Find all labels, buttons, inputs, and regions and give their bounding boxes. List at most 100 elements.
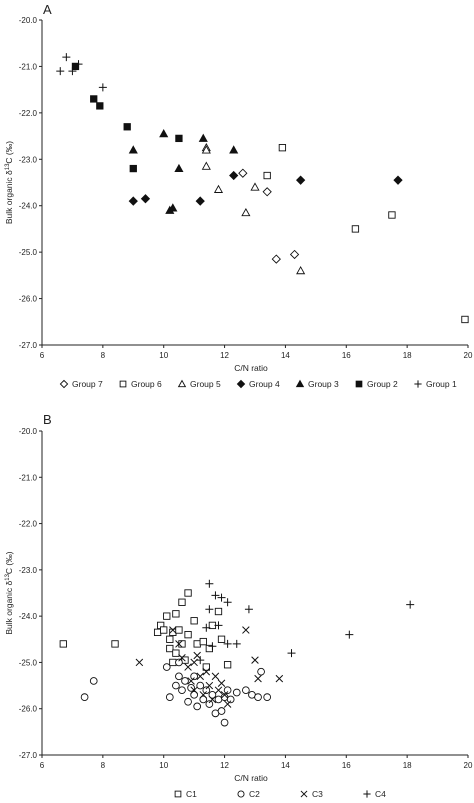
data-point bbox=[195, 196, 205, 206]
data-point bbox=[214, 607, 223, 616]
legend-item: Group 6 bbox=[119, 379, 162, 389]
data-point bbox=[190, 617, 198, 625]
data-point bbox=[242, 626, 250, 634]
legend-label: C3 bbox=[312, 789, 323, 799]
legend-label: Group 1 bbox=[426, 379, 457, 389]
data-point bbox=[184, 589, 192, 597]
y-tick-label: -26.0 bbox=[19, 705, 38, 714]
data-point bbox=[178, 654, 186, 662]
legend: Group 7 Group 6 Group 5 Group 4 Group 3 Group… bbox=[59, 379, 457, 389]
data-point bbox=[71, 62, 80, 71]
x-tick-label: 20 bbox=[464, 761, 473, 770]
legend-label: C2 bbox=[249, 789, 260, 799]
x-tick-label: 20 bbox=[464, 351, 473, 360]
data-point bbox=[262, 187, 272, 197]
data-point bbox=[175, 658, 183, 667]
x-tick-label: 14 bbox=[281, 761, 290, 770]
data-point bbox=[289, 249, 300, 260]
data-point bbox=[166, 644, 174, 653]
legend-label: C1 bbox=[186, 789, 197, 799]
data-point bbox=[184, 631, 192, 639]
x-tick-label: 18 bbox=[403, 351, 412, 360]
data-point bbox=[220, 691, 229, 699]
data-point bbox=[178, 640, 186, 648]
data-point bbox=[205, 700, 214, 708]
data-point bbox=[271, 254, 281, 264]
data-point bbox=[393, 175, 403, 185]
data-point bbox=[193, 640, 201, 648]
data-point bbox=[172, 610, 180, 618]
data-point bbox=[175, 640, 183, 648]
data-point bbox=[62, 53, 71, 62]
data-point bbox=[80, 693, 89, 701]
legend-item: C2 bbox=[237, 789, 260, 799]
x-tick-label: 8 bbox=[101, 761, 106, 770]
data-point bbox=[89, 677, 98, 685]
legend-item: Group 1 bbox=[414, 379, 457, 389]
data-point bbox=[169, 626, 177, 634]
data-point bbox=[202, 623, 211, 632]
data-point bbox=[196, 672, 204, 681]
data-point bbox=[226, 695, 235, 704]
data-point bbox=[59, 640, 67, 648]
legend-marker bbox=[237, 790, 245, 798]
series-group-5 bbox=[201, 142, 306, 275]
data-point bbox=[217, 635, 226, 643]
data-point bbox=[205, 579, 214, 588]
panel-a: A 6 8 10 12 14 16 18 20 -20.0 -21.0 -22.0 -23.0 -24.0… bbox=[4, 2, 473, 389]
data-point bbox=[165, 693, 174, 701]
legend-item: Group 7 bbox=[59, 379, 103, 389]
y-tick-label: -21.0 bbox=[19, 62, 38, 71]
legend-marker bbox=[177, 379, 187, 388]
data-point bbox=[199, 637, 207, 646]
y-tick-label: -27.0 bbox=[19, 341, 38, 350]
panel-letter: B bbox=[43, 412, 52, 427]
data-point bbox=[211, 672, 220, 681]
data-point bbox=[196, 681, 205, 690]
data-point bbox=[172, 649, 180, 657]
data-point bbox=[160, 626, 168, 634]
data-point bbox=[345, 630, 354, 639]
data-point bbox=[178, 598, 186, 606]
data-point bbox=[140, 194, 151, 204]
data-point bbox=[254, 674, 262, 683]
legend-marker bbox=[236, 379, 246, 389]
data-point bbox=[232, 639, 241, 648]
legend-marker bbox=[59, 379, 69, 389]
legend-label: Group 3 bbox=[308, 379, 339, 389]
y-tick-label: -23.0 bbox=[19, 155, 38, 164]
legend-item: Group 5 bbox=[177, 379, 221, 389]
data-point bbox=[205, 681, 214, 690]
data-point bbox=[208, 695, 217, 704]
legend-marker bbox=[300, 790, 308, 798]
data-point bbox=[406, 600, 415, 609]
series-c3 bbox=[135, 626, 284, 708]
y-tick-label: -24.0 bbox=[19, 612, 38, 621]
data-point bbox=[196, 656, 205, 665]
data-point bbox=[181, 677, 189, 685]
data-point bbox=[163, 612, 171, 620]
y-tick-label: -20.0 bbox=[19, 16, 38, 25]
data-point bbox=[175, 626, 183, 634]
data-point bbox=[187, 684, 195, 692]
legend-item: Group 2 bbox=[355, 379, 398, 389]
data-point bbox=[217, 593, 226, 602]
data-point bbox=[201, 161, 211, 170]
data-point bbox=[351, 225, 360, 233]
data-point bbox=[388, 211, 396, 219]
legend-item: Group 3 bbox=[295, 379, 339, 389]
data-point bbox=[223, 598, 232, 607]
data-point bbox=[184, 663, 192, 671]
data-point bbox=[159, 129, 169, 138]
y-axis-title-main: Bulk organic δ bbox=[4, 580, 14, 634]
data-point bbox=[202, 667, 211, 676]
y-axis-title-tail: C (‰) bbox=[4, 141, 14, 164]
data-point bbox=[214, 686, 223, 694]
data-point bbox=[263, 171, 271, 180]
legend: C1 C2 C3 C4 bbox=[174, 789, 386, 799]
legend-item: C1 bbox=[174, 789, 197, 799]
data-point bbox=[201, 145, 211, 154]
legend-marker bbox=[119, 380, 127, 388]
data-point bbox=[238, 168, 248, 178]
data-point bbox=[257, 667, 265, 676]
